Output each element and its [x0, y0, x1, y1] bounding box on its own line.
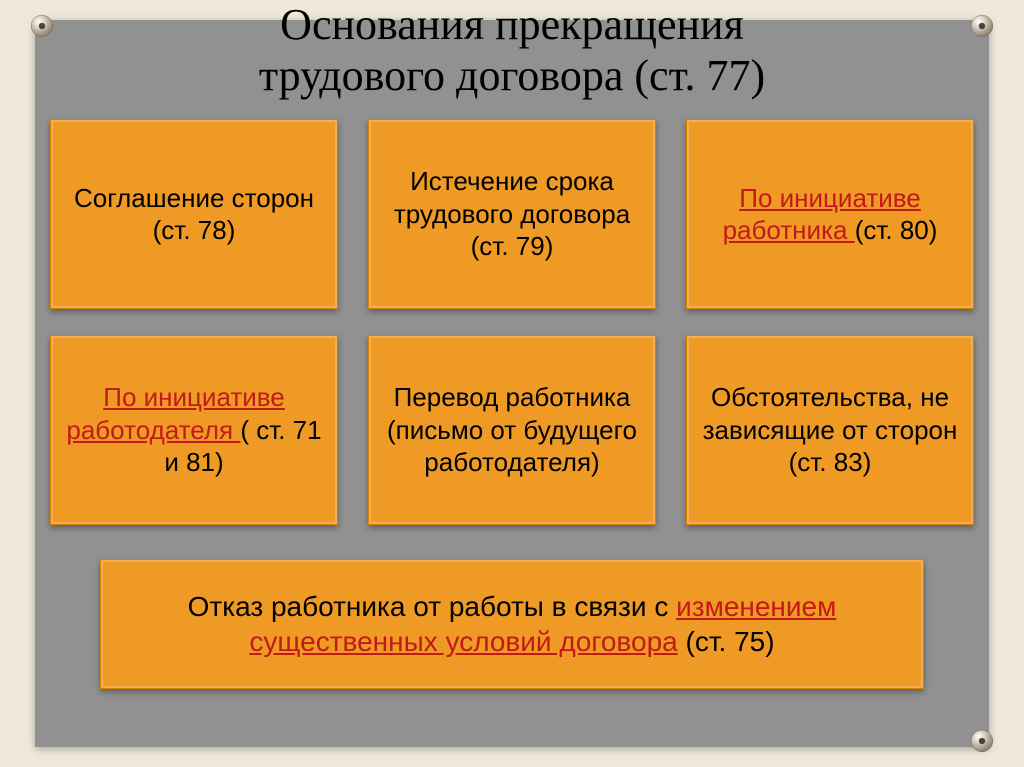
- card-expiration: Истечение срока трудового договора (ст. …: [368, 119, 656, 309]
- card-text: Перевод работника (письмо от будущего ра…: [387, 382, 637, 477]
- card-text: (ст. 80): [855, 215, 938, 245]
- card-text: Обстоятельства, не зависящие от сторон (…: [703, 382, 958, 477]
- card-transfer: Перевод работника (письмо от будущего ра…: [368, 335, 656, 525]
- card-employee-initiative: По инициативе работника (ст. 80): [686, 119, 974, 309]
- wide-row: Отказ работника от работы в связи с изме…: [0, 525, 1024, 689]
- card-grid: Соглашение сторон (ст. 78) Истечение сро…: [0, 119, 1024, 525]
- card-employer-initiative: По инициативе работодателя ( ст. 71 и 81…: [50, 335, 338, 525]
- title-line-1: Основания прекращения: [280, 0, 744, 49]
- wide-prefix: Отказ работника от работы в связи с: [188, 591, 676, 622]
- card-text: Истечение срока трудового договора (ст. …: [394, 166, 630, 261]
- card-circumstances: Обстоятельства, не зависящие от сторон (…: [686, 335, 974, 525]
- card-refusal: Отказ работника от работы в связи с изме…: [100, 559, 924, 689]
- slide-content: Основания прекращения трудового договора…: [0, 0, 1024, 767]
- wide-suffix: (ст. 75): [678, 626, 775, 657]
- card-text: Соглашение сторон (ст. 78): [74, 183, 314, 246]
- title-line-2: трудового договора (ст. 77): [259, 51, 765, 100]
- slide-title: Основания прекращения трудового договора…: [0, 0, 1024, 119]
- card-agreement: Соглашение сторон (ст. 78): [50, 119, 338, 309]
